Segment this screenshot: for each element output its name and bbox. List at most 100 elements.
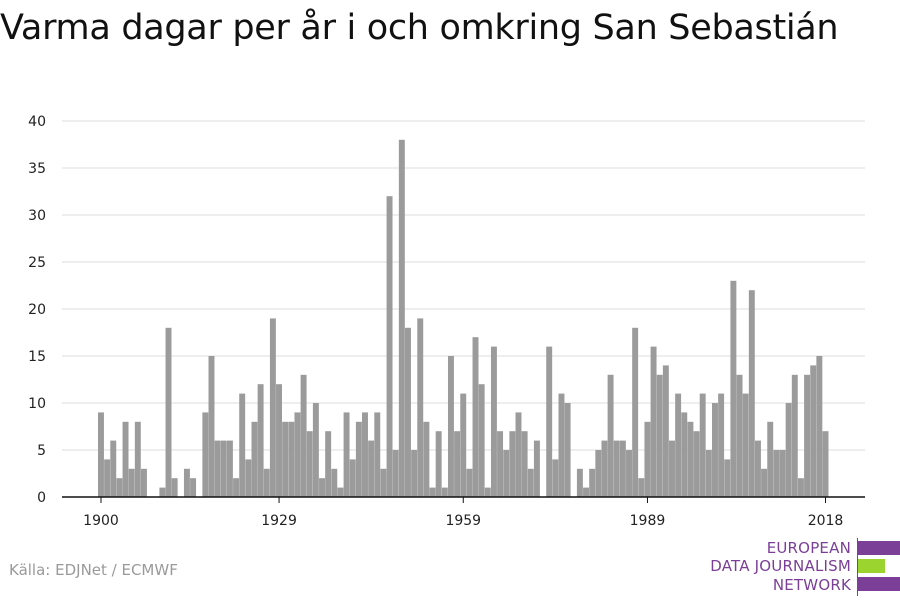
bar: [380, 468, 387, 497]
bar: [583, 487, 589, 497]
bar: [490, 346, 497, 497]
bar: [398, 139, 405, 498]
bar: [503, 450, 510, 497]
bar: [644, 421, 651, 497]
bar: [607, 374, 614, 497]
bar: [362, 412, 368, 497]
bar: [319, 478, 325, 497]
bar: [773, 450, 780, 497]
bar: [282, 421, 289, 497]
bar: [767, 421, 774, 497]
bar: [558, 393, 565, 497]
bar: [810, 365, 817, 497]
bar: [423, 421, 430, 497]
bar: [699, 393, 706, 497]
bar: [104, 459, 111, 497]
bar: [392, 450, 399, 497]
x-tick-label: 1900: [83, 513, 119, 529]
y-tick-label: 15: [28, 349, 46, 365]
bar: [705, 450, 712, 497]
bar: [171, 478, 178, 497]
bar: [355, 421, 362, 497]
bar: [718, 393, 725, 497]
bar: [300, 374, 307, 497]
bar: [98, 412, 104, 497]
bar: [288, 421, 295, 497]
bar: [343, 412, 350, 497]
bar: [797, 478, 804, 497]
bar: [226, 440, 233, 497]
x-tick-label: 1989: [630, 513, 666, 529]
bar: [294, 412, 301, 497]
x-tick-label: 1929: [261, 513, 297, 529]
bar: [331, 468, 338, 497]
bar: [251, 421, 258, 497]
bars: [98, 139, 829, 498]
bar: [779, 450, 786, 497]
bar: [312, 403, 319, 497]
bar: [405, 327, 411, 497]
source-note: Källa: EDJNet / ECMWF: [9, 561, 178, 579]
bar: [140, 468, 147, 497]
bar: [754, 440, 761, 497]
bar: [190, 478, 197, 497]
y-tick-label: 30: [28, 208, 46, 224]
bar: [257, 384, 264, 497]
bar: [638, 478, 645, 497]
x-tick-label: 1959: [445, 513, 481, 529]
bar: [411, 450, 418, 497]
bar: [650, 346, 657, 497]
bar: [791, 374, 798, 497]
y-tick-label: 0: [37, 490, 46, 506]
bar: [730, 280, 737, 497]
bar: [675, 393, 682, 497]
x-axis-ticks: 1900 1929 1959 1989 2018: [83, 497, 843, 529]
bar: [245, 459, 252, 497]
bar: [325, 431, 332, 497]
bar: [742, 393, 749, 497]
bar: [497, 431, 504, 497]
bar: [595, 450, 602, 497]
bar: [441, 487, 448, 497]
bar: [669, 440, 675, 497]
bar: [724, 459, 731, 497]
y-tick-label: 25: [28, 255, 46, 271]
bar: [134, 421, 141, 497]
logo-text-line-2: DATA JOURNALISM: [710, 557, 851, 575]
bar: [656, 374, 663, 497]
bar: [619, 440, 626, 497]
logo-bar-3: [858, 577, 900, 591]
edjnet-logo[interactable]: EUROPEAN DATA JOURNALISM NETWORK: [700, 538, 900, 596]
bar: [122, 421, 129, 497]
bar: [435, 431, 442, 497]
bar: [552, 459, 559, 497]
bar: [239, 393, 246, 497]
bar: [515, 412, 522, 497]
bar: [693, 431, 700, 497]
bar: [822, 431, 829, 497]
bar: [804, 374, 811, 497]
logo-bar-1: [858, 541, 900, 555]
y-tick-label: 35: [28, 161, 46, 177]
bar: [454, 431, 461, 497]
bar: [527, 468, 534, 497]
logo-divider: [857, 538, 858, 596]
chart-title: Varma dagar per år i och omkring San Seb…: [0, 8, 839, 48]
bar: [478, 384, 485, 497]
bar: [748, 290, 755, 497]
bar: [202, 412, 209, 497]
bar: [472, 337, 479, 497]
bar: [128, 468, 135, 497]
bar: [681, 412, 688, 497]
bar: [417, 318, 424, 497]
bar: [447, 356, 454, 497]
bar: [374, 412, 381, 497]
bar: [736, 374, 743, 497]
y-tick-label: 40: [28, 114, 46, 130]
logo-text-line-3: NETWORK: [772, 576, 851, 594]
bar: [533, 440, 540, 497]
bar: [214, 440, 221, 497]
y-tick-label: 10: [28, 396, 46, 412]
bar: [263, 468, 270, 497]
bar: [712, 403, 718, 497]
